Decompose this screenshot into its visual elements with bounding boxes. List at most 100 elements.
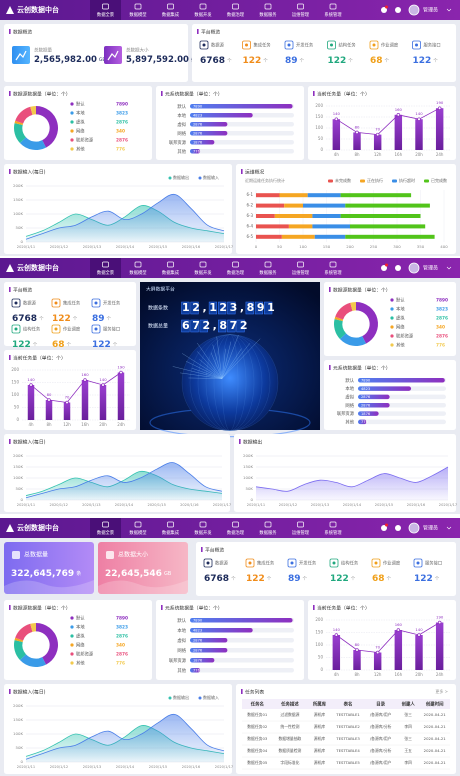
label: 开发任务	[296, 42, 314, 49]
unit: 个	[113, 342, 118, 348]
bar-track	[190, 668, 294, 673]
nav-item[interactable]: 运维管理	[292, 269, 310, 276]
bar	[190, 149, 201, 154]
area-line	[255, 466, 449, 492]
nav-item[interactable]: 系统管理	[324, 529, 342, 536]
avatar[interactable]	[408, 262, 420, 274]
globe-link	[191, 367, 223, 379]
stat-glyph	[287, 43, 291, 47]
legend-swatch	[360, 179, 365, 183]
x-tick-label: 150	[323, 244, 331, 249]
help-icon[interactable]	[395, 265, 401, 271]
bar	[190, 668, 201, 673]
x-tick-label: 200	[346, 244, 354, 249]
nav-item[interactable]: 数据模型	[129, 529, 147, 536]
card-marker	[9, 439, 11, 444]
nav-item[interactable]: 数据模型	[129, 269, 147, 276]
bar-track	[358, 411, 446, 416]
nav-item[interactable]: 数据全景	[97, 529, 115, 536]
value-label: 776	[361, 420, 369, 424]
unit: 个	[67, 342, 72, 348]
y-tick-label: 100	[315, 642, 323, 647]
nav-icon	[297, 261, 304, 268]
stat-value: 68 个	[52, 340, 72, 350]
stat-value: 122 个	[12, 340, 38, 350]
nav-item[interactable]: 数据集成	[162, 269, 180, 276]
nav-item[interactable]: 数据治理	[227, 529, 245, 536]
notify-icon[interactable]	[381, 525, 387, 531]
bar-segment	[312, 214, 341, 218]
card	[192, 24, 456, 82]
nav-item[interactable]: 数据开发	[194, 269, 212, 276]
value-label: 70	[375, 645, 380, 650]
card	[4, 434, 230, 512]
legend-value: 2876	[116, 652, 128, 658]
nav-icon	[329, 521, 337, 528]
nav-item[interactable]: 数据服务	[259, 529, 277, 536]
nav-item[interactable]: 数据全景	[97, 269, 115, 276]
legend-dot	[390, 298, 394, 302]
unit: 个	[263, 58, 268, 64]
nav-item[interactable]: 运维管理	[292, 11, 310, 18]
stat-value: 122 个	[328, 56, 354, 66]
user-name[interactable]: 管理员	[423, 525, 438, 532]
value-label: 80	[47, 392, 52, 397]
nav-item[interactable]: 数据治理	[227, 269, 245, 276]
x-tick-label: 350	[417, 244, 425, 249]
category-label: 本地	[177, 112, 186, 119]
card-title: 当前任务量（单位：个）	[317, 90, 370, 97]
y-tick-label: 50	[318, 655, 324, 660]
nav-item[interactable]: 数据集成	[162, 529, 180, 536]
notify-icon[interactable]	[381, 7, 387, 13]
donut-slice	[14, 637, 24, 643]
nav-item[interactable]: 数据开发	[194, 529, 212, 536]
value: 122	[92, 340, 111, 350]
x-tick-label: 2020/1/12	[50, 245, 68, 249]
nav-item[interactable]: 系统管理	[324, 11, 342, 18]
nav-item[interactable]: 数据治理	[227, 11, 245, 18]
nav-item[interactable]: 数据模型	[129, 11, 147, 18]
stat-value: 6768 个	[204, 574, 236, 584]
nav-item[interactable]: 数据全景	[97, 11, 115, 18]
x-tick-label: 20h	[99, 422, 107, 427]
notify-dot	[385, 5, 388, 9]
nav-item[interactable]: 数据服务	[259, 269, 277, 276]
legend-dot	[390, 334, 394, 338]
avatar[interactable]	[408, 522, 420, 534]
value: 122	[328, 56, 347, 66]
avatar[interactable]	[408, 4, 420, 16]
stat-glyph	[54, 327, 58, 331]
nav-item[interactable]: 运维管理	[292, 529, 310, 536]
nav-item[interactable]: 数据服务	[259, 11, 277, 18]
notify-dot	[385, 263, 388, 267]
notify-icon[interactable]	[381, 265, 387, 271]
legend-dot	[390, 316, 394, 320]
card	[308, 600, 456, 680]
user-name[interactable]: 管理员	[423, 7, 438, 14]
value: 122	[330, 574, 349, 584]
x-tick-label: 2020/1/12	[49, 503, 67, 507]
help-icon[interactable]	[395, 525, 401, 531]
value-label: 1876	[193, 658, 203, 662]
legend-dot	[70, 111, 74, 115]
nav-item[interactable]: 数据集成	[162, 11, 180, 18]
unit: 个	[39, 316, 44, 322]
y-tick-label: 50K	[245, 486, 253, 491]
user-name[interactable]: 管理员	[423, 265, 438, 272]
x-tick-label: 16h	[395, 672, 403, 677]
value-label: 190	[436, 615, 444, 620]
x-tick-label: 20h	[415, 152, 423, 157]
x-tick-label: 100	[299, 244, 307, 249]
nav-item[interactable]: 系统管理	[324, 269, 342, 276]
nav-icon	[167, 261, 174, 268]
card	[4, 282, 136, 346]
unit: 个	[387, 576, 392, 582]
donut-slice	[339, 333, 367, 346]
unit: 个	[300, 58, 305, 64]
nav-item[interactable]: 数据开发	[194, 11, 212, 18]
x-tick-label: 2020/1/13	[83, 245, 101, 249]
category-label: 6-1	[246, 192, 253, 197]
legend-label: 正在执行	[367, 177, 383, 183]
bar	[190, 648, 228, 653]
help-icon[interactable]	[395, 7, 401, 13]
